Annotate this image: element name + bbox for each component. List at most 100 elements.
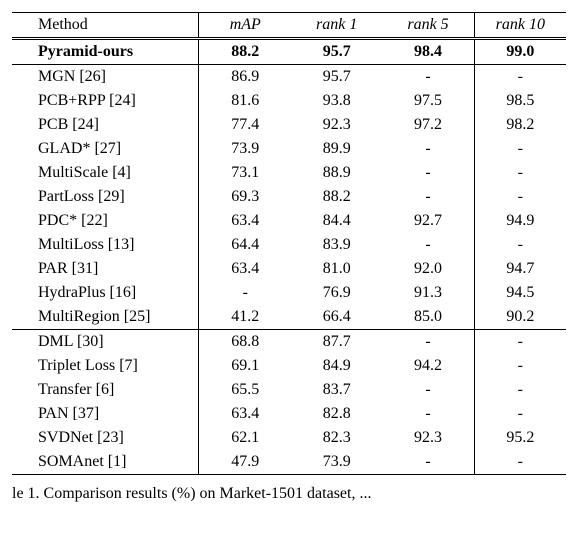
cell-r10: -: [474, 378, 566, 402]
table-row: Pyramid-ours88.295.798.499.0: [12, 39, 566, 65]
table-row: MultiRegion [25]41.266.485.090.2: [12, 305, 566, 330]
cell-r1: 88.9: [291, 161, 382, 185]
cell-method: HydraPlus [16]: [12, 281, 199, 305]
table-row: MultiScale [4]73.188.9--: [12, 161, 566, 185]
table-row: DML [30]68.887.7--: [12, 330, 566, 355]
cell-map: 63.4: [199, 402, 291, 426]
header-map: mAP: [199, 13, 291, 39]
cell-map: 64.4: [199, 233, 291, 257]
cell-r5: -: [382, 330, 474, 355]
cell-r5: -: [382, 233, 474, 257]
cell-method: MultiScale [4]: [12, 161, 199, 185]
cell-method: PAR [31]: [12, 257, 199, 281]
cell-r5: -: [382, 137, 474, 161]
table-row: PartLoss [29]69.388.2--: [12, 185, 566, 209]
cell-method: MGN [26]: [12, 65, 199, 90]
cell-method: SVDNet [23]: [12, 426, 199, 450]
cell-map: 47.9: [199, 450, 291, 475]
cell-r1: 81.0: [291, 257, 382, 281]
cell-r5: 94.2: [382, 354, 474, 378]
cell-r5: 97.5: [382, 89, 474, 113]
cell-method: PCB [24]: [12, 113, 199, 137]
cell-r5: -: [382, 185, 474, 209]
cell-r1: 84.9: [291, 354, 382, 378]
cell-method: MultiRegion [25]: [12, 305, 199, 330]
cell-r10: 90.2: [474, 305, 566, 330]
table-row: PDC* [22]63.484.492.794.9: [12, 209, 566, 233]
cell-method: GLAD* [27]: [12, 137, 199, 161]
header-rank5: rank 5: [382, 13, 474, 39]
cell-r5: 97.2: [382, 113, 474, 137]
table-body: Pyramid-ours88.295.798.499.0MGN [26]86.9…: [12, 39, 566, 475]
caption-text: le 1. Comparison results (%) on Market-1…: [12, 485, 371, 502]
cell-r10: 94.7: [474, 257, 566, 281]
cell-method: Transfer [6]: [12, 378, 199, 402]
cell-r1: 83.9: [291, 233, 382, 257]
cell-r10: 94.5: [474, 281, 566, 305]
cell-r10: 98.5: [474, 89, 566, 113]
cell-method: PDC* [22]: [12, 209, 199, 233]
header-method: Method: [12, 13, 199, 39]
cell-r10: 95.2: [474, 426, 566, 450]
cell-r5: 92.0: [382, 257, 474, 281]
table-row: PCB+RPP [24]81.693.897.598.5: [12, 89, 566, 113]
table-row: PCB [24]77.492.397.298.2: [12, 113, 566, 137]
results-table: Method mAP rank 1 rank 5 rank 10 Pyramid…: [12, 12, 566, 475]
cell-map: 73.9: [199, 137, 291, 161]
table-row: PAN [37]63.482.8--: [12, 402, 566, 426]
cell-r1: 73.9: [291, 450, 382, 475]
table-row: Triplet Loss [7]69.184.994.2-: [12, 354, 566, 378]
cell-r1: 89.9: [291, 137, 382, 161]
cell-map: 73.1: [199, 161, 291, 185]
table-row: PAR [31]63.481.092.094.7: [12, 257, 566, 281]
cell-r10: -: [474, 185, 566, 209]
cell-r1: 92.3: [291, 113, 382, 137]
cell-r10: -: [474, 65, 566, 90]
cell-r10: -: [474, 137, 566, 161]
cell-r5: -: [382, 161, 474, 185]
cell-map: 63.4: [199, 257, 291, 281]
table-row: SOMAnet [1]47.973.9--: [12, 450, 566, 475]
cell-r5: 92.3: [382, 426, 474, 450]
cell-r5: 98.4: [382, 39, 474, 65]
cell-map: 41.2: [199, 305, 291, 330]
cell-r10: 98.2: [474, 113, 566, 137]
table-caption: le 1. Comparison results (%) on Market-1…: [12, 485, 566, 503]
cell-map: 62.1: [199, 426, 291, 450]
cell-r1: 82.8: [291, 402, 382, 426]
cell-r1: 84.4: [291, 209, 382, 233]
table-row: SVDNet [23]62.182.392.395.2: [12, 426, 566, 450]
cell-r5: 92.7: [382, 209, 474, 233]
header-rank10: rank 10: [474, 13, 566, 39]
cell-r10: -: [474, 354, 566, 378]
cell-map: 69.1: [199, 354, 291, 378]
cell-map: -: [199, 281, 291, 305]
cell-r10: -: [474, 233, 566, 257]
cell-method: PartLoss [29]: [12, 185, 199, 209]
cell-r5: -: [382, 402, 474, 426]
cell-method: Triplet Loss [7]: [12, 354, 199, 378]
cell-method: MultiLoss [13]: [12, 233, 199, 257]
cell-r5: 91.3: [382, 281, 474, 305]
cell-map: 65.5: [199, 378, 291, 402]
cell-method: Pyramid-ours: [12, 39, 199, 65]
cell-method: DML [30]: [12, 330, 199, 355]
cell-map: 88.2: [199, 39, 291, 65]
table-row: MultiLoss [13]64.483.9--: [12, 233, 566, 257]
header-rank1: rank 1: [291, 13, 382, 39]
cell-r1: 93.8: [291, 89, 382, 113]
cell-r10: 94.9: [474, 209, 566, 233]
cell-r1: 88.2: [291, 185, 382, 209]
cell-r1: 82.3: [291, 426, 382, 450]
cell-r10: -: [474, 330, 566, 355]
cell-map: 63.4: [199, 209, 291, 233]
cell-method: PAN [37]: [12, 402, 199, 426]
cell-r5: 85.0: [382, 305, 474, 330]
cell-r5: -: [382, 65, 474, 90]
cell-r5: -: [382, 450, 474, 475]
cell-r1: 83.7: [291, 378, 382, 402]
table-row: GLAD* [27]73.989.9--: [12, 137, 566, 161]
cell-r1: 95.7: [291, 39, 382, 65]
cell-method: PCB+RPP [24]: [12, 89, 199, 113]
cell-method: SOMAnet [1]: [12, 450, 199, 475]
